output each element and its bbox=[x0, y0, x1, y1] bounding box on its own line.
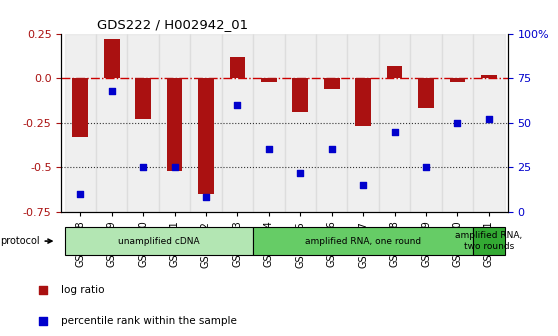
Bar bbox=[292, 78, 308, 112]
Point bbox=[76, 191, 85, 197]
Text: unamplified cDNA: unamplified cDNA bbox=[118, 237, 200, 246]
Point bbox=[138, 165, 147, 170]
Point bbox=[170, 165, 179, 170]
Bar bbox=[450, 78, 465, 82]
Point bbox=[453, 120, 462, 125]
Point bbox=[484, 116, 493, 122]
Bar bbox=[159, 34, 190, 212]
Bar bbox=[96, 34, 127, 212]
Text: log ratio: log ratio bbox=[61, 285, 104, 295]
Point bbox=[39, 318, 47, 323]
Bar bbox=[65, 34, 96, 212]
Bar bbox=[253, 34, 285, 212]
Bar bbox=[285, 34, 316, 212]
Point bbox=[264, 146, 273, 152]
Bar bbox=[387, 66, 402, 78]
Bar bbox=[229, 57, 246, 78]
Text: amplified RNA, one round: amplified RNA, one round bbox=[305, 237, 421, 246]
Point bbox=[233, 102, 242, 108]
Bar bbox=[355, 78, 371, 126]
Point bbox=[201, 195, 210, 200]
Bar bbox=[418, 78, 434, 109]
Bar bbox=[198, 78, 214, 194]
Bar bbox=[348, 34, 379, 212]
FancyBboxPatch shape bbox=[65, 227, 253, 255]
Bar bbox=[135, 78, 151, 119]
Bar bbox=[473, 34, 504, 212]
Point bbox=[296, 170, 305, 175]
Bar bbox=[481, 75, 497, 78]
Bar bbox=[410, 34, 442, 212]
Bar bbox=[222, 34, 253, 212]
Point bbox=[422, 165, 431, 170]
Text: GDS222 / H002942_01: GDS222 / H002942_01 bbox=[97, 18, 248, 31]
Bar bbox=[442, 34, 473, 212]
Text: amplified RNA,
two rounds: amplified RNA, two rounds bbox=[455, 232, 522, 251]
FancyBboxPatch shape bbox=[473, 227, 504, 255]
Point bbox=[39, 288, 47, 293]
Point bbox=[390, 129, 399, 134]
Point bbox=[328, 146, 336, 152]
Point bbox=[359, 182, 368, 188]
FancyBboxPatch shape bbox=[253, 227, 473, 255]
Bar bbox=[316, 34, 348, 212]
Bar bbox=[324, 78, 340, 89]
Text: protocol: protocol bbox=[0, 236, 52, 246]
Bar bbox=[127, 34, 159, 212]
Bar bbox=[261, 78, 277, 82]
Bar bbox=[379, 34, 410, 212]
Text: percentile rank within the sample: percentile rank within the sample bbox=[61, 316, 237, 326]
Bar bbox=[73, 78, 88, 137]
Bar bbox=[167, 78, 182, 171]
Point bbox=[107, 88, 116, 93]
Bar bbox=[104, 39, 119, 78]
Bar bbox=[190, 34, 222, 212]
